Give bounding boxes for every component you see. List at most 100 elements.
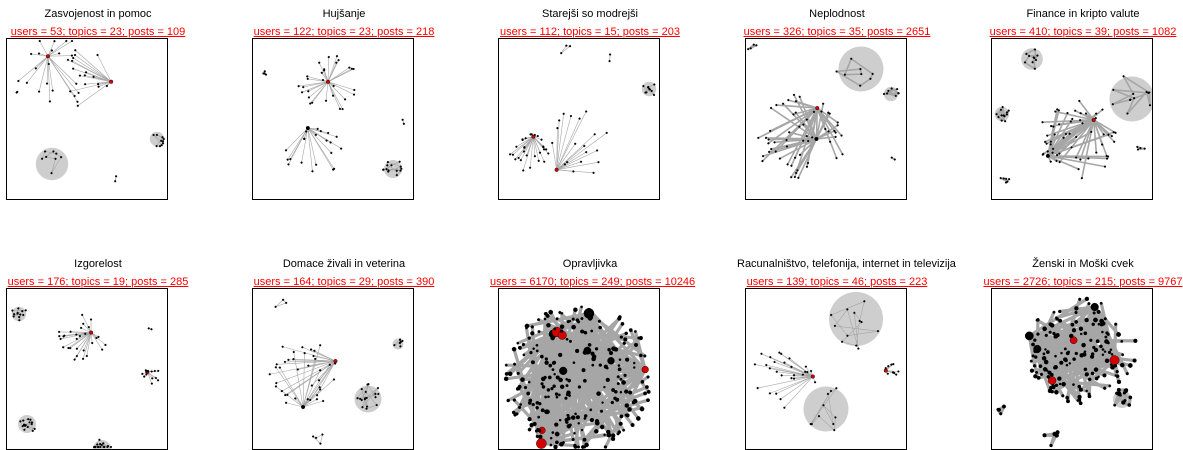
network-edge <box>327 62 337 83</box>
panel-stats: users = 164; topics = 29; posts = 390 <box>253 276 435 288</box>
network-node <box>1049 140 1052 143</box>
network-node <box>1143 147 1146 150</box>
network-edge <box>302 389 321 408</box>
network-node <box>623 337 628 342</box>
network-node <box>576 445 580 449</box>
network-edge <box>307 127 342 149</box>
network-node <box>793 175 796 179</box>
network-node <box>527 417 532 422</box>
cluster-halo <box>803 386 849 432</box>
network-node <box>1116 332 1121 337</box>
network-plot <box>6 288 168 450</box>
network-node <box>84 83 87 86</box>
network-node <box>647 85 650 89</box>
network-node <box>294 397 297 400</box>
network-node <box>332 168 335 171</box>
network-node <box>96 445 100 449</box>
network-node <box>1065 351 1070 356</box>
network-edge <box>18 55 49 82</box>
network-node <box>578 117 581 120</box>
network-node <box>11 309 14 312</box>
network-node <box>287 163 290 166</box>
network-node <box>1108 384 1112 388</box>
network-edge <box>1079 112 1095 121</box>
network-node <box>1042 367 1048 372</box>
network-node <box>529 166 532 169</box>
network-node <box>1083 350 1087 354</box>
network-edge <box>815 124 839 140</box>
network-node <box>330 151 333 154</box>
network-node <box>551 431 555 434</box>
network-node <box>785 138 788 142</box>
network-node <box>521 138 524 141</box>
network-edge <box>1027 334 1037 368</box>
network-edge <box>98 81 112 88</box>
network-node <box>59 337 62 341</box>
network-node <box>887 89 890 92</box>
network-node <box>1052 331 1056 336</box>
network-node <box>1133 338 1138 343</box>
network-node <box>356 397 359 400</box>
network-node <box>571 317 575 321</box>
network-node <box>1036 318 1040 322</box>
panel-racunalnistvo: Racunalništvo, telefonija, internet in t… <box>737 250 956 450</box>
network-node <box>801 373 804 376</box>
network-node <box>858 319 861 323</box>
network-node <box>650 89 653 93</box>
network-svg <box>996 296 1138 448</box>
network-node <box>382 168 385 171</box>
network-edge <box>790 107 819 167</box>
network-node <box>78 74 82 77</box>
network-node <box>543 317 547 321</box>
network-node <box>69 90 72 93</box>
network-node <box>94 445 97 449</box>
network-node <box>1036 375 1041 380</box>
network-node <box>52 150 55 153</box>
network-node <box>1059 360 1064 365</box>
network-node <box>781 102 785 105</box>
network-node <box>540 138 543 141</box>
network-node <box>262 72 265 75</box>
network-node <box>30 422 33 426</box>
network-node <box>535 343 539 347</box>
network-plot <box>745 38 907 200</box>
network-node <box>1045 350 1050 354</box>
network-node <box>274 385 278 388</box>
network-node <box>1132 358 1137 363</box>
network-edge <box>314 350 336 362</box>
network-node <box>37 52 41 55</box>
network-node <box>1049 443 1053 448</box>
network-node <box>1106 157 1109 160</box>
network-node <box>812 110 816 113</box>
network-node <box>593 133 596 136</box>
network-node <box>540 408 545 413</box>
network-node <box>611 433 616 438</box>
network-node <box>152 133 155 137</box>
network-edge <box>312 436 321 444</box>
network-node <box>1064 132 1068 136</box>
network-edge <box>58 331 92 333</box>
hub-node <box>559 366 568 375</box>
network-edge <box>541 330 559 381</box>
network-node <box>780 352 783 355</box>
network-edge <box>767 107 819 145</box>
network-edge <box>308 81 329 92</box>
network-edge <box>76 332 92 350</box>
network-node <box>550 335 555 341</box>
network-node <box>1078 401 1083 406</box>
network-node <box>314 436 318 439</box>
network-node <box>300 91 304 94</box>
network-edge <box>1047 131 1115 157</box>
network-edge <box>1079 119 1095 161</box>
network-node <box>1048 330 1052 334</box>
network-edge <box>1081 119 1095 180</box>
network-node <box>767 138 770 141</box>
network-node <box>285 301 288 304</box>
network-node <box>143 375 146 378</box>
hub-node <box>333 359 338 364</box>
network-node <box>47 62 50 66</box>
network-node <box>507 371 513 377</box>
network-node <box>1034 58 1038 62</box>
network-node <box>1093 317 1098 323</box>
network-edge <box>520 136 534 161</box>
